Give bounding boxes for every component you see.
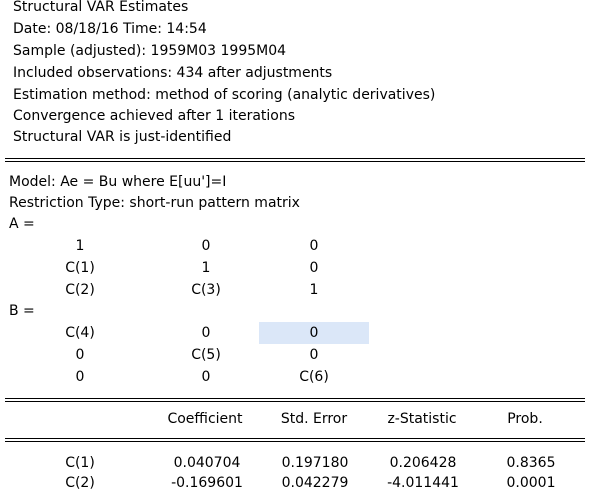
header-title: Structural VAR Estimates xyxy=(13,0,189,15)
header-sample: Sample (adjusted): 1959M03 1995M04 xyxy=(13,43,287,59)
col-header-coefficient: Coefficient xyxy=(167,411,243,427)
row-variable: C(1) xyxy=(65,455,95,471)
a-cell[interactable]: C(3) xyxy=(191,282,221,298)
row-z-statistic: -4.011441 xyxy=(387,475,459,491)
b-cell[interactable]: 0 xyxy=(201,369,211,385)
a-cell[interactable]: 1 xyxy=(309,282,319,298)
b-cell[interactable]: C(6) xyxy=(299,369,329,385)
a-cell[interactable]: 0 xyxy=(201,238,211,254)
a-cell[interactable]: 1 xyxy=(201,260,211,276)
b-cell[interactable]: 0 xyxy=(201,325,211,341)
row-coefficient: 0.040704 xyxy=(173,455,241,471)
row-coefficient: -0.169601 xyxy=(171,475,243,491)
a-cell[interactable]: C(1) xyxy=(65,260,95,276)
header-observations: Included observations: 434 after adjustm… xyxy=(13,65,333,81)
b-cell[interactable]: 0 xyxy=(75,347,85,363)
b-cell-selected[interactable]: 0 xyxy=(259,322,369,344)
a-cell[interactable]: 0 xyxy=(309,238,319,254)
model-equation: Model: Ae = Bu where E[uu']=I xyxy=(9,174,227,190)
a-cell[interactable]: 0 xyxy=(309,260,319,276)
row-std-error: 0.197180 xyxy=(281,455,349,471)
row-std-error: 0.042279 xyxy=(281,475,349,491)
row-variable: C(2) xyxy=(65,475,95,491)
row-prob: 0.0001 xyxy=(506,475,556,491)
row-z-statistic: 0.206428 xyxy=(389,455,457,471)
b-cell[interactable]: 0 xyxy=(75,369,85,385)
header-date-time: Date: 08/18/16 Time: 14:54 xyxy=(13,21,207,37)
header-convergence: Convergence achieved after 1 iterations xyxy=(13,108,296,124)
table-header-divider xyxy=(5,438,585,442)
section-divider xyxy=(5,158,585,162)
a-matrix-label: A = xyxy=(9,216,35,232)
row-prob: 0.8365 xyxy=(506,455,556,471)
table-top-divider xyxy=(5,398,585,402)
col-header-std-error: Std. Error xyxy=(280,411,348,427)
col-header-prob: Prob. xyxy=(507,411,543,427)
col-header-z-statistic: z-Statistic xyxy=(387,411,457,427)
b-cell[interactable]: 0 xyxy=(309,347,319,363)
header-method: Estimation method: method of scoring (an… xyxy=(13,87,436,103)
a-cell[interactable]: C(2) xyxy=(65,282,95,298)
b-matrix-label: B = xyxy=(9,303,35,319)
a-cell[interactable]: 1 xyxy=(75,238,85,254)
restriction-type: Restriction Type: short-run pattern matr… xyxy=(9,195,300,211)
b-cell[interactable]: C(4) xyxy=(65,325,95,341)
header-identified: Structural VAR is just-identified xyxy=(13,129,232,145)
b-cell[interactable]: C(5) xyxy=(191,347,221,363)
